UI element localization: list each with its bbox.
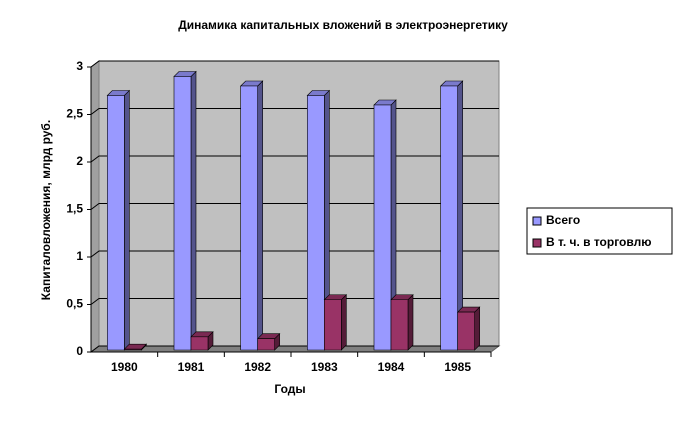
bar-face xyxy=(240,85,258,351)
legend-label: Всего xyxy=(546,213,580,227)
grid-line xyxy=(90,155,499,163)
bar-face xyxy=(257,80,263,351)
bar xyxy=(390,294,414,351)
x-tick-label: 1980 xyxy=(111,360,138,374)
x-tick-label: 1985 xyxy=(444,360,471,374)
bar xyxy=(239,80,264,351)
grid-line xyxy=(90,345,499,353)
bar-face xyxy=(257,338,275,351)
bar xyxy=(323,294,348,351)
bar-face xyxy=(324,299,342,351)
grid-line xyxy=(90,60,499,68)
x-axis-label: Годы xyxy=(274,382,305,396)
floor xyxy=(89,345,501,353)
x-tick-label: 1983 xyxy=(311,360,338,374)
y-tick-label: 3 xyxy=(76,59,83,73)
bar-face xyxy=(124,348,142,351)
bar xyxy=(123,343,148,351)
bar xyxy=(373,99,397,351)
bar-face xyxy=(307,95,325,351)
y-tick-label: 0 xyxy=(76,344,83,358)
bar-face xyxy=(474,306,480,351)
bar-face xyxy=(457,311,475,351)
grid-line xyxy=(90,250,499,258)
bar xyxy=(439,80,464,351)
x-tick-label: 1984 xyxy=(378,360,405,374)
bar xyxy=(106,89,131,351)
legend-box xyxy=(526,207,673,255)
bar-face xyxy=(173,76,192,351)
legend-label: В т. ч. в торговлю xyxy=(546,235,651,249)
legend-swatch xyxy=(532,238,542,248)
x-tick-label: 1981 xyxy=(178,360,205,374)
y-tick-label: 1,5 xyxy=(66,202,83,216)
bar xyxy=(173,70,197,351)
chart-title: Динамика капитальных вложений в электроэ… xyxy=(178,18,508,32)
bar-face xyxy=(373,104,392,351)
bar-face xyxy=(341,294,347,351)
bar-face xyxy=(124,89,130,351)
grid-line xyxy=(90,298,499,305)
x-tick-label: 1982 xyxy=(244,360,271,374)
y-axis-label: Капиталовложения, млрд руб. xyxy=(39,120,53,300)
legend-swatch xyxy=(532,216,542,226)
grid-line xyxy=(90,108,499,115)
bar-face xyxy=(390,299,409,351)
bar-face xyxy=(190,70,197,351)
bar-face xyxy=(407,294,414,351)
bar xyxy=(256,332,281,351)
grid-line xyxy=(90,203,499,210)
bar xyxy=(456,306,481,351)
bar-face xyxy=(190,336,209,351)
y-tick-label: 2 xyxy=(76,154,83,168)
bar xyxy=(190,331,214,351)
y-tick-label: 0,5 xyxy=(66,297,83,311)
bar-face xyxy=(107,95,125,351)
y-tick-label: 1 xyxy=(76,249,83,263)
y-tick-label: 2,5 xyxy=(66,107,83,121)
bar-face xyxy=(440,85,458,351)
bar xyxy=(306,89,331,351)
